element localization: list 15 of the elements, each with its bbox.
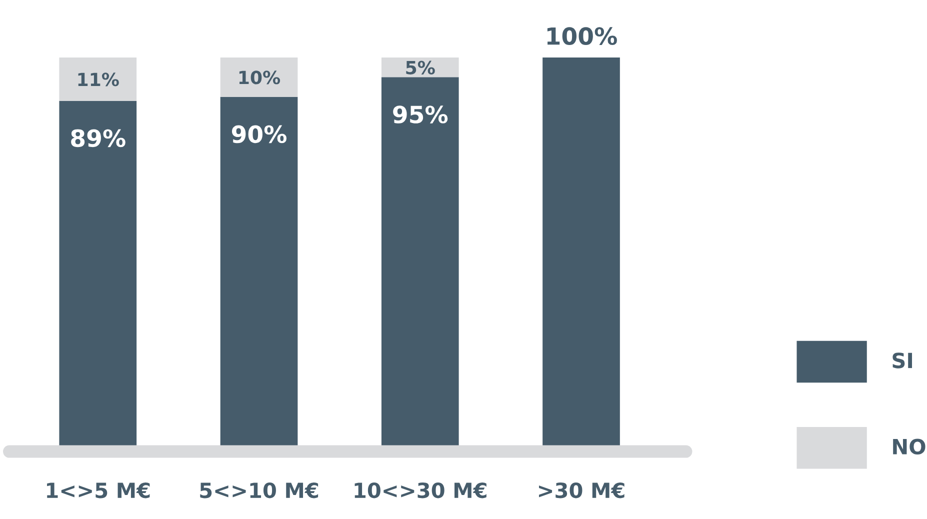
data-label: 100% xyxy=(547,27,617,46)
x-tick-label: 10<>30 M€ xyxy=(354,482,486,498)
data-label: 90% xyxy=(232,125,287,144)
data-label: 95% xyxy=(393,106,448,124)
bar xyxy=(220,57,298,97)
data-label: 89% xyxy=(71,129,126,148)
data-label: 10% xyxy=(239,70,280,84)
legend-label: SI xyxy=(892,352,912,368)
x-tick-label: >30 M€ xyxy=(538,482,624,498)
data-label: 11% xyxy=(78,72,119,86)
data-label: 5% xyxy=(406,60,435,74)
x-tick-label: 5<>10 M€ xyxy=(200,482,318,498)
x-tick-label: 1<>5 M€ xyxy=(47,482,150,498)
bar xyxy=(59,57,137,101)
legend-label: NO xyxy=(893,438,926,454)
